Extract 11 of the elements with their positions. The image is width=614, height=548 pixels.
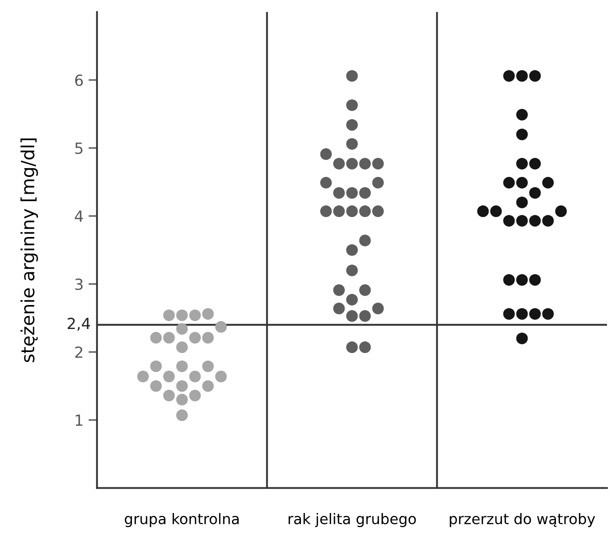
y-tick-label: 5 <box>75 142 82 154</box>
y-tick-label: 2 <box>75 346 82 358</box>
y-tick-label: 3 <box>75 278 83 290</box>
x-tick-label: przerzut do wątroby <box>450 513 596 528</box>
y-tick-label: 4 <box>74 210 83 222</box>
y-tick-label: 6 <box>75 74 83 86</box>
y-tick-label: 1 <box>76 414 82 426</box>
x-tick-label: grupa kontrolna <box>124 513 239 528</box>
ref-line-label: 2,4 <box>68 318 90 331</box>
x-tick-label: rak jelita grubego <box>288 513 416 528</box>
y-axis-title: stężenie argininy [mg/dl] <box>20 138 38 362</box>
